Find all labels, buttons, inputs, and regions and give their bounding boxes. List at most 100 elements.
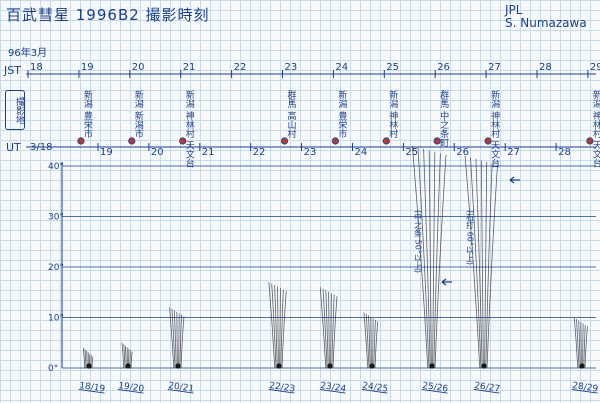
jst-tick-label: 18 — [30, 62, 43, 73]
y-tick-label: 20° — [48, 263, 64, 273]
comet-nucleus — [327, 363, 333, 369]
comet-tail-stroke — [268, 282, 276, 369]
observation-date-label: 28/29 — [572, 381, 599, 395]
ut-tick-label: 26 — [456, 147, 469, 158]
comet-tail-stroke — [370, 316, 372, 369]
ut-tick-label: 22 — [253, 147, 266, 158]
comet-tail-stroke — [130, 351, 133, 369]
date-note: 96年3月 — [8, 48, 48, 59]
jst-tick-label: 23 — [285, 62, 298, 73]
comet-nucleus — [481, 363, 487, 369]
comet-tail-stroke — [423, 148, 431, 369]
comet-tail-stroke — [280, 289, 284, 369]
comet-tail-stroke — [582, 323, 584, 369]
comet-tail-stroke — [123, 344, 126, 369]
observation-date-label: 23/24 — [320, 381, 347, 395]
location-text: 新潟 神林村 — [387, 89, 398, 138]
location-text: 新潟 豊栄市 — [82, 89, 93, 139]
jst-tick-label: 19 — [81, 62, 94, 73]
ut-tick-label: 21 — [202, 147, 215, 158]
comet-tail-stroke — [274, 285, 278, 369]
observation-date-label: 20/21 — [168, 381, 195, 395]
comet-tail-stroke — [179, 314, 182, 369]
comet-tail-stroke — [485, 163, 493, 369]
comet-nucleus — [86, 363, 92, 369]
comet-tail-stroke — [83, 347, 86, 369]
comet-tail-stroke — [374, 321, 379, 369]
observation-date-label: 22/23 — [269, 381, 296, 395]
comet-tail-stroke — [277, 286, 279, 369]
observation-date-label: 24/25 — [362, 381, 389, 395]
comet-tail-stroke — [432, 151, 436, 369]
y-tick-label: 10° — [48, 314, 64, 324]
tail-length-annotation: (中之条 50°以上) — [414, 210, 423, 273]
jst-tick-label: 27 — [488, 62, 501, 73]
observation-date-label: 18/19 — [79, 381, 106, 395]
comet-tail-stroke — [372, 318, 374, 369]
observation-marker — [484, 137, 492, 145]
page-title: 百武彗星 1996B2 撮影時刻 — [6, 6, 210, 24]
comet-tail-stroke — [178, 313, 180, 369]
comet-nucleus — [369, 363, 375, 369]
comet-nucleus — [579, 363, 585, 369]
location-text: 新潟 新潟市 — [133, 89, 144, 139]
y-tick-label: 0° — [48, 364, 58, 374]
comet-tail-stroke — [470, 157, 482, 369]
comet-nucleus — [175, 363, 181, 369]
comet-nucleus — [429, 363, 435, 369]
comet-tail-stroke — [121, 342, 125, 369]
comet-tail-stroke — [464, 155, 481, 369]
comet-tail-stroke — [169, 307, 175, 369]
comet-tail-stroke — [330, 293, 332, 369]
comet-tail-stroke — [331, 294, 335, 369]
ut-tick-label: 24 — [354, 147, 367, 158]
jst-axis-label: JST — [4, 64, 21, 77]
observation-marker — [586, 137, 594, 145]
comet-tail-stroke — [576, 318, 580, 369]
comet-tail-stroke — [368, 315, 371, 369]
feature-arrow — [509, 176, 520, 184]
observation-date-label: 26/27 — [474, 381, 501, 395]
comet-tail-stroke — [91, 356, 94, 369]
location-text: 新潟 神林村 天文台 — [184, 89, 195, 169]
comet-tail-stroke — [417, 147, 430, 369]
observation-marker — [128, 137, 136, 145]
comet-tail-stroke — [433, 153, 441, 369]
jst-tick-label: 21 — [183, 62, 196, 73]
comet-tail-stroke — [484, 161, 488, 369]
observation-marker — [433, 137, 441, 145]
ut-tick-label: 28 — [558, 147, 571, 158]
y-tick-label: 40° — [48, 162, 64, 172]
comet-tail-stroke — [171, 308, 176, 369]
observation-date-label: 19/20 — [118, 381, 145, 395]
author-block: JPL S. Numazawa — [505, 4, 587, 30]
ut-start-label: 3/18 — [30, 142, 52, 153]
comet-tail-stroke — [573, 317, 579, 369]
ut-tick-label: 25 — [405, 147, 418, 158]
ut-tick-label: 19 — [100, 147, 113, 158]
location-text: 群馬 中之条町 — [438, 89, 449, 147]
observation-marker — [77, 137, 85, 145]
comet-tail-stroke — [84, 349, 87, 369]
comet-tail-stroke — [583, 324, 586, 369]
comet-tail-stroke — [271, 283, 277, 369]
location-text: 新潟 神林村 天文台 — [489, 89, 500, 169]
location-text: 群馬 高山村 — [286, 89, 297, 138]
comet-tail-stroke — [480, 160, 484, 369]
ut-axis-label: UT — [6, 141, 21, 154]
location-label: 撮影地 — [5, 90, 25, 130]
comet-tail-stroke — [176, 311, 178, 369]
comet-tail-stroke — [486, 164, 498, 369]
comet-tail-stroke — [412, 145, 429, 369]
comet-tail-stroke — [325, 290, 329, 369]
comet-tail-stroke — [281, 291, 287, 369]
comet-tail-stroke — [332, 296, 338, 369]
comet-tail-stroke — [475, 158, 483, 369]
observation-marker — [280, 137, 289, 145]
feature-arrow — [441, 278, 452, 286]
comet-tail-stroke — [363, 312, 369, 369]
observation-marker — [179, 137, 187, 145]
comet-tail-stroke — [322, 288, 328, 369]
